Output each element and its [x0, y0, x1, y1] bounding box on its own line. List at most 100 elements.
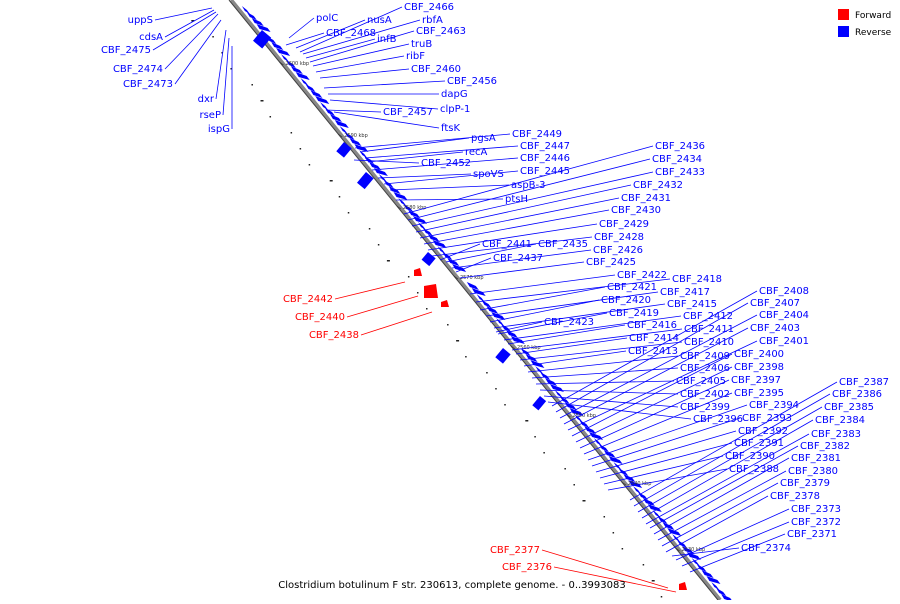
gene-label-clpp-1[interactable]: clpP-1 [440, 104, 470, 115]
gene-label-dapg[interactable]: dapG [441, 89, 468, 100]
gene-label-cbf_2415[interactable]: CBF_2415 [667, 299, 717, 310]
gene-label-cbf_2421[interactable]: CBF_2421 [607, 282, 657, 293]
gene-label-cbf_2431[interactable]: CBF_2431 [621, 193, 671, 204]
gene-label-cbf_2372[interactable]: CBF_2372 [791, 517, 841, 528]
gene-label-pgsa[interactable]: pgsA [471, 133, 496, 144]
gene-label-cbf_2449[interactable]: CBF_2449 [512, 129, 562, 140]
gene-label-cbf_2381[interactable]: CBF_2381 [791, 453, 841, 464]
gene-label-cbf_2397[interactable]: CBF_2397 [731, 375, 781, 386]
gene-label-cbf_2383[interactable]: CBF_2383 [811, 429, 861, 440]
gene-label-upps[interactable]: uppS [128, 15, 153, 26]
gene-label-ptsh[interactable]: ptsH [505, 194, 528, 205]
gene-label-rbfa[interactable]: rbfA [422, 15, 443, 26]
gene-label-cdsa[interactable]: cdsA [139, 32, 163, 43]
gene-label-cbf_2400[interactable]: CBF_2400 [734, 349, 784, 360]
gene-label-cbf_2403[interactable]: CBF_2403 [750, 323, 800, 334]
gene-label-cbf_2386[interactable]: CBF_2386 [832, 389, 882, 400]
gene-label-cbf_2440[interactable]: CBF_2440 [295, 312, 345, 323]
gene-label-cbf_2411[interactable]: CBF_2411 [684, 324, 734, 335]
gene-label-cbf_2423[interactable]: CBF_2423 [544, 317, 594, 328]
gene-label-cbf_2422[interactable]: CBF_2422 [617, 270, 667, 281]
gene-label-cbf_2426[interactable]: CBF_2426 [593, 245, 643, 256]
gene-label-cbf_2374[interactable]: CBF_2374 [741, 543, 791, 554]
gene-label-ftsk[interactable]: ftsK [441, 123, 460, 134]
gene-label-cbf_2460[interactable]: CBF_2460 [411, 64, 461, 75]
gene-label-cbf_2447[interactable]: CBF_2447 [520, 141, 570, 152]
gene-label-cbf_2402[interactable]: CBF_2402 [680, 389, 730, 400]
gene-label-cbf_2435[interactable]: CBF_2435 [538, 239, 588, 250]
gene-label-cbf_2377[interactable]: CBF_2377 [490, 545, 540, 556]
gene-label-cbf_2392[interactable]: CBF_2392 [738, 426, 788, 437]
gene-label-dxr[interactable]: dxr [198, 94, 215, 105]
gene-label-cbf_2378[interactable]: CBF_2378 [770, 491, 820, 502]
gene-label-cbf_2414[interactable]: CBF_2414 [629, 333, 679, 344]
gene-label-cbf_2418[interactable]: CBF_2418 [672, 274, 722, 285]
gene-label-cbf_2463[interactable]: CBF_2463 [416, 26, 466, 37]
gene-label-rsep[interactable]: rseP [199, 110, 221, 121]
gene-label-cbf_2395[interactable]: CBF_2395 [734, 388, 784, 399]
gene-label-cbf_2384[interactable]: CBF_2384 [815, 415, 865, 426]
gene-label-cbf_2385[interactable]: CBF_2385 [824, 402, 874, 413]
gene-label-cbf_2466[interactable]: CBF_2466 [404, 2, 454, 13]
gene-label-cbf_2380[interactable]: CBF_2380 [788, 466, 838, 477]
gene-label-cbf_2412[interactable]: CBF_2412 [683, 311, 733, 322]
gene-label-cbf_2436[interactable]: CBF_2436 [655, 141, 705, 152]
gene-label-cbf_2474[interactable]: CBF_2474 [113, 64, 163, 75]
gene-label-nusa[interactable]: nusA [367, 15, 392, 26]
gene-label-cbf_2420[interactable]: CBF_2420 [601, 295, 651, 306]
gene-label-cbf_2376[interactable]: CBF_2376 [502, 562, 552, 573]
gene-label-polc[interactable]: polC [316, 13, 338, 24]
gene-label-cbf_2404[interactable]: CBF_2404 [759, 310, 809, 321]
gene-label-cbf_2473[interactable]: CBF_2473 [123, 79, 173, 90]
gene-label-cbf_2413[interactable]: CBF_2413 [628, 346, 678, 357]
gene-label-cbf_2416[interactable]: CBF_2416 [627, 320, 677, 331]
gene-label-reca[interactable]: recA [465, 147, 488, 158]
gene-label-aspb-3[interactable]: aspB-3 [511, 180, 546, 191]
gene-label-cbf_2391[interactable]: CBF_2391 [734, 438, 784, 449]
gene-label-cbf_2406[interactable]: CBF_2406 [680, 363, 730, 374]
gene-label-cbf_2407[interactable]: CBF_2407 [750, 298, 800, 309]
gene-label-cbf_2432[interactable]: CBF_2432 [633, 180, 683, 191]
gene-label-cbf_2393[interactable]: CBF_2393 [742, 413, 792, 424]
gene-label-cbf_2442[interactable]: CBF_2442 [283, 294, 333, 305]
gene-label-cbf_2429[interactable]: CBF_2429 [599, 219, 649, 230]
gene-label-cbf_2396[interactable]: CBF_2396 [693, 414, 743, 425]
gene-label-cbf_2399[interactable]: CBF_2399 [680, 402, 730, 413]
gene-label-cbf_2390[interactable]: CBF_2390 [725, 451, 775, 462]
gene-label-cbf_2387[interactable]: CBF_2387 [839, 377, 889, 388]
gene-label-spovs[interactable]: spoVS [473, 169, 504, 180]
gene-label-cbf_2388[interactable]: CBF_2388 [729, 464, 779, 475]
gene-label-cbf_2457[interactable]: CBF_2457 [383, 107, 433, 118]
gene-label-trub[interactable]: truB [411, 39, 432, 50]
gene-label-cbf_2456[interactable]: CBF_2456 [447, 76, 497, 87]
gene-label-cbf_2445[interactable]: CBF_2445 [520, 166, 570, 177]
gene-label-cbf_2428[interactable]: CBF_2428 [594, 232, 644, 243]
gene-label-cbf_2371[interactable]: CBF_2371 [787, 529, 837, 540]
gene-label-cbf_2419[interactable]: CBF_2419 [609, 308, 659, 319]
gene-label-ribf[interactable]: ribF [406, 51, 425, 62]
gene-label-cbf_2394[interactable]: CBF_2394 [749, 400, 799, 411]
gene-label-cbf_2373[interactable]: CBF_2373 [791, 504, 841, 515]
gene-label-cbf_2430[interactable]: CBF_2430 [611, 205, 661, 216]
gene-label-cbf_2405[interactable]: CBF_2405 [676, 376, 726, 387]
gene-label-cbf_2434[interactable]: CBF_2434 [652, 154, 702, 165]
gene-label-cbf_2468[interactable]: CBF_2468 [326, 28, 376, 39]
gene-label-cbf_2379[interactable]: CBF_2379 [780, 478, 830, 489]
gene-label-cbf_2475[interactable]: CBF_2475 [101, 45, 151, 56]
gene-label-cbf_2417[interactable]: CBF_2417 [660, 287, 710, 298]
gene-label-infb[interactable]: infB [377, 34, 397, 45]
gene-label-cbf_2452[interactable]: CBF_2452 [421, 158, 471, 169]
gene-label-cbf_2425[interactable]: CBF_2425 [586, 257, 636, 268]
gene-label-cbf_2382[interactable]: CBF_2382 [800, 441, 850, 452]
gene-label-ispg[interactable]: ispG [208, 124, 230, 135]
gene-label-cbf_2408[interactable]: CBF_2408 [759, 286, 809, 297]
gene-label-cbf_2409[interactable]: CBF_2409 [680, 351, 730, 362]
gene-label-cbf_2446[interactable]: CBF_2446 [520, 153, 570, 164]
gene-label-cbf_2433[interactable]: CBF_2433 [655, 167, 705, 178]
gene-label-cbf_2438[interactable]: CBF_2438 [309, 330, 359, 341]
gene-label-cbf_2441[interactable]: CBF_2441 [482, 239, 532, 250]
gene-label-cbf_2401[interactable]: CBF_2401 [759, 336, 809, 347]
gene-label-cbf_2410[interactable]: CBF_2410 [684, 337, 734, 348]
gene-label-cbf_2437[interactable]: CBF_2437 [493, 253, 543, 264]
gene-label-cbf_2398[interactable]: CBF_2398 [734, 362, 784, 373]
